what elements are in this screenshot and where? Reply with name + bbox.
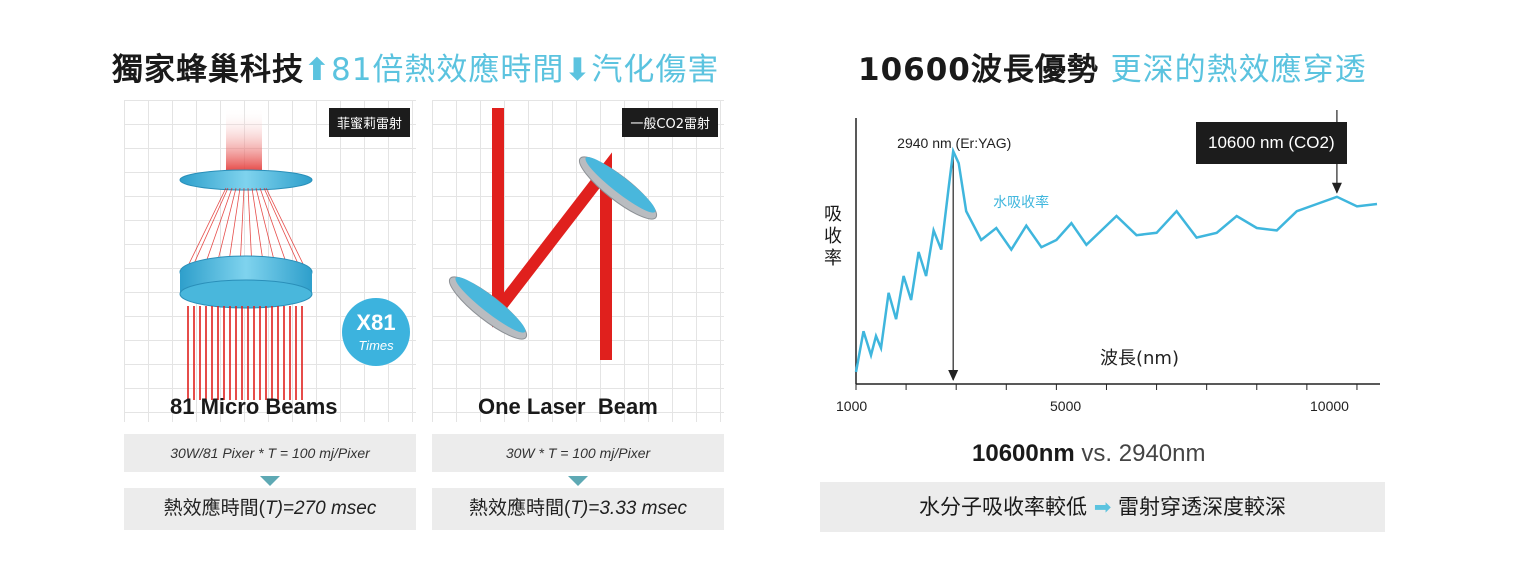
left-headline: 獨家蜂巢科技⬆81倍熱效應時間⬇汽化傷害 (112, 44, 719, 89)
x81-badge (342, 298, 410, 366)
co2-annotation: 10600 nm (CO2) (1196, 122, 1347, 164)
right-headline: 10600波長優勢 更深的熱效應穿透 (858, 44, 1367, 89)
fractional-laser-tag: 菲蜜莉雷射 (328, 108, 410, 137)
y-axis-label: 吸收率 (824, 204, 842, 269)
conclusion-left: 水分子吸收率較低 (919, 495, 1087, 519)
er-yag-annotation: 2940 nm (Er:YAG) (897, 135, 1011, 151)
absorption-chart: 水吸收率 2940 nm (Er:YAG) 波長(nm) (854, 110, 1380, 390)
co2-laser-illustration (448, 108, 658, 360)
up-arrow-icon: ⬆ (304, 52, 331, 88)
x-axis-label: 波長(nm) (1100, 348, 1179, 369)
upper-lens (179, 169, 313, 191)
x-axis-ticks (855, 384, 1358, 390)
right-headline-accent: 更深的熱效應穿透 (1110, 52, 1367, 88)
co2-down-marker (568, 476, 588, 486)
times-badge-text: Times (358, 338, 394, 353)
co2-laser-panel: 一般CO2雷射 One Laser Beam (432, 100, 724, 422)
down-arrow-icon: ⬇ (564, 52, 592, 88)
chart-axes (855, 118, 1380, 385)
left-headline-accent-2: 汽化傷害 (591, 52, 720, 88)
micro-beams-output (187, 306, 303, 400)
co2-heat-time: 熱效應時間(T)=3.33 msec (432, 488, 724, 530)
x-tick-label-1000: 1000 (836, 398, 868, 414)
right-arrow-icon: ➡ (1093, 495, 1112, 519)
fractional-laser-illustration (179, 108, 410, 400)
micro-beam-cone (185, 187, 307, 271)
wavelength-comparison: 10600nm vs. 2940nm (972, 440, 1206, 467)
x-tick-label-5000: 5000 (1050, 398, 1082, 414)
fractional-formula: 30W/81 Pixer * T = 100 mj/Pixer (124, 434, 416, 472)
upper-mirror (578, 156, 658, 220)
conclusion-bar: 水分子吸收率較低 ➡ 雷射穿透深度較深 (820, 482, 1385, 532)
co2-laser-tag: 一般CO2雷射 (622, 108, 718, 137)
lower-mirror (448, 276, 528, 340)
left-headline-main: 獨家蜂巢科技 (112, 52, 304, 88)
conclusion-right: 雷射穿透深度較深 (1117, 495, 1286, 519)
water-absorption-line (854, 146, 1378, 373)
fractional-laser-panel: 菲蜜莉雷射 X81 Times 81 Micro Beams (124, 100, 416, 422)
left-headline-accent-1: 81倍熱效應時間 (330, 52, 565, 88)
one-laser-beam-label: One Laser Beam (478, 394, 658, 419)
series-label: 水吸收率 (993, 194, 1049, 210)
micro-beams-label: 81 Micro Beams (170, 394, 338, 419)
fractional-down-marker (260, 476, 280, 486)
co2-arrowhead (1331, 182, 1342, 194)
x-tick-label-10000: 10000 (1310, 398, 1349, 414)
co2-formula: 30W * T = 100 mj/Pixer (432, 434, 724, 472)
laser-beam-path (492, 108, 612, 360)
fractional-heat-time: 熱效應時間(T)=270 msec (124, 488, 416, 530)
right-headline-main: 10600波長優勢 (858, 52, 1099, 88)
x81-badge-text: X81 (356, 310, 396, 335)
er-yag-arrowhead (948, 370, 959, 381)
input-beam (226, 108, 262, 178)
